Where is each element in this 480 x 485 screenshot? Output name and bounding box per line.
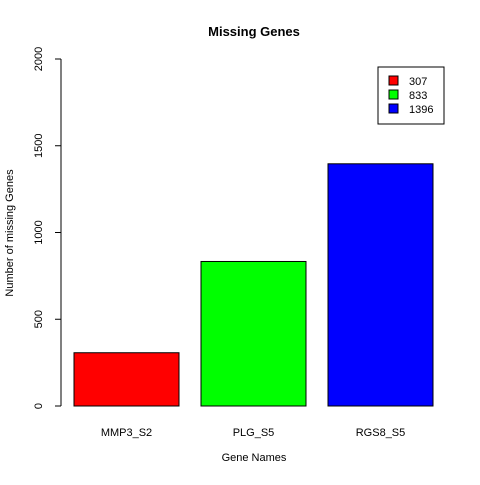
legend-entry: 307 [409, 76, 427, 88]
y-tick-label: 500 [33, 310, 45, 328]
x-tick-labels: MMP3_S2 PLG_S5 RGS8_S5 [101, 427, 405, 439]
y-tick-label: 1500 [33, 134, 45, 158]
y-axis-label: Number of missing Genes [4, 169, 16, 297]
y-tick-label: 2000 [33, 47, 45, 71]
legend: 307 833 1396 [377, 66, 445, 125]
legend-entry: 833 [409, 90, 427, 102]
bar-rgs8-s5 [327, 163, 434, 407]
y-tick-label: 1000 [33, 220, 45, 244]
y-axis: 0 500 1000 1500 2000 [33, 47, 62, 409]
legend-swatch [388, 75, 399, 86]
x-tick-label: PLG_S5 [233, 427, 275, 439]
bar-plg-s5 [200, 260, 307, 407]
x-tick-label: RGS8_S5 [356, 427, 406, 439]
bars-group [73, 163, 434, 407]
legend-swatch [388, 103, 399, 114]
x-tick-label: MMP3_S2 [101, 427, 152, 439]
legend-entry: 1396 [409, 104, 433, 116]
legend-swatch [388, 89, 399, 100]
chart-title: Missing Genes [208, 24, 300, 39]
bar-mmp3-s2 [73, 352, 180, 407]
y-tick-label: 0 [33, 403, 45, 409]
x-axis-label: Gene Names [222, 452, 287, 464]
